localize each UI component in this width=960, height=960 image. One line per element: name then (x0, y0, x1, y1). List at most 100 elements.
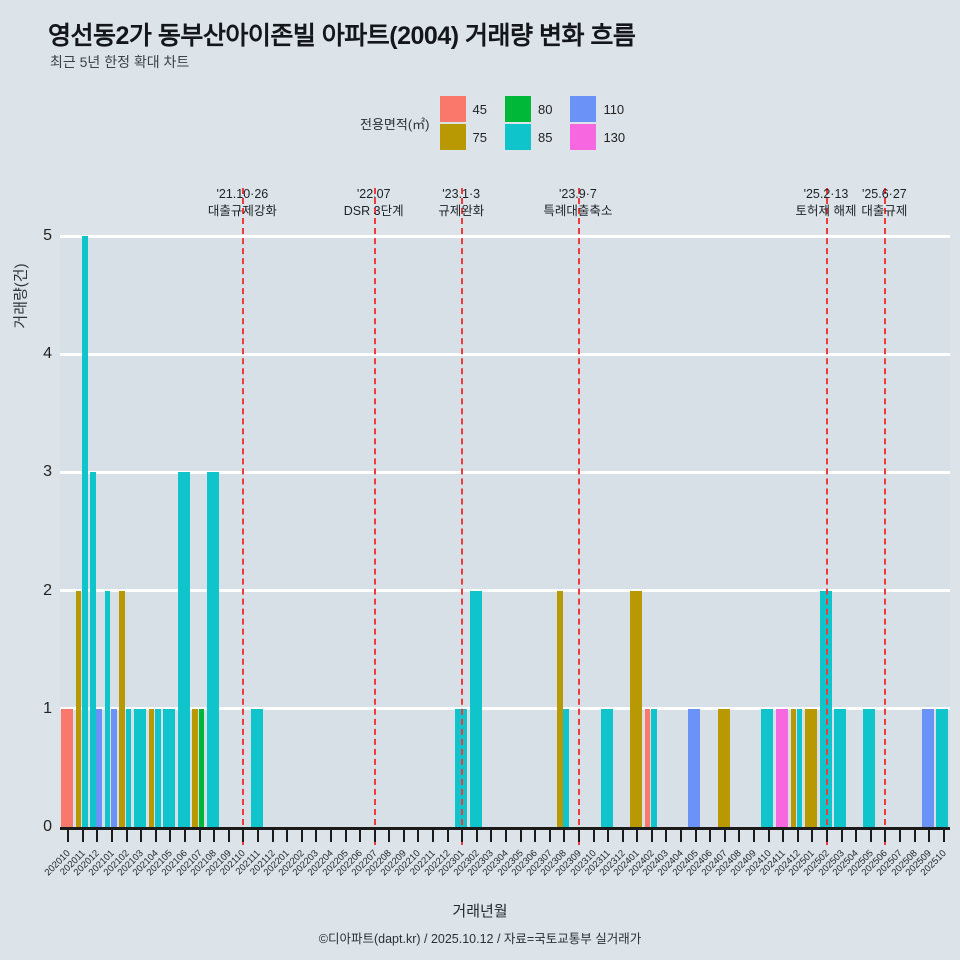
x-tick-202107 (198, 830, 201, 842)
bar-202102-75[interactable] (119, 590, 126, 827)
bar-202011-75[interactable] (75, 590, 82, 827)
bar-202311-85[interactable] (600, 708, 613, 827)
x-tick-202312 (621, 830, 624, 842)
x-tick-202111 (256, 830, 259, 842)
bar-202301-85[interactable] (454, 708, 467, 827)
bar-202010-45[interactable] (61, 708, 73, 827)
bar-202411-130[interactable] (775, 708, 788, 827)
legend-item-75[interactable]: 75 (439, 124, 487, 150)
bar-202412-85[interactable] (796, 708, 803, 827)
x-tick-202011 (81, 830, 84, 842)
bar-202510-85[interactable] (936, 708, 949, 827)
bar-202402-85[interactable] (650, 708, 657, 827)
x-tick-202205 (344, 830, 347, 842)
bar-202407-75[interactable] (717, 708, 730, 827)
bar-202104-85[interactable] (154, 708, 161, 827)
legend-item-110[interactable]: 110 (570, 96, 625, 122)
x-tick-202012 (96, 830, 99, 842)
gridline-3 (60, 470, 950, 474)
x-tick-202401 (636, 830, 639, 842)
x-tick-202206 (359, 830, 362, 842)
bar-202102-85[interactable] (125, 708, 132, 827)
bar-202103-85[interactable] (133, 708, 146, 827)
legend-items: 45 80 110 75 85 130 (439, 96, 625, 150)
bar-202308-75[interactable] (557, 590, 563, 827)
x-tick-202504 (855, 830, 858, 842)
x-tick-202105 (169, 830, 172, 842)
bar-202012-85[interactable] (90, 472, 96, 827)
plot-area: 0 1 2 3 4 5 (43, 188, 950, 845)
x-tick-202211 (432, 830, 435, 842)
bar-202107-80[interactable] (198, 708, 205, 827)
x-tick-202405 (694, 830, 697, 842)
event-annotation-202502: '25.2·13 토허제 해제 (795, 186, 856, 220)
bar-202104-75[interactable] (148, 708, 155, 827)
bar-202107-75[interactable] (192, 708, 198, 827)
legend-label-45: 45 (472, 101, 487, 117)
x-tick-202208 (388, 830, 391, 842)
bar-202308-85[interactable] (563, 708, 570, 827)
bar-202502-85[interactable] (819, 590, 832, 827)
x-tick-202402 (650, 830, 653, 842)
legend-item-130[interactable]: 130 (570, 124, 625, 150)
legend-label-75: 75 (472, 129, 487, 145)
y-tick-label-0: 0 (43, 818, 52, 835)
bar-202108-85[interactable] (206, 472, 219, 827)
x-tick-202112 (271, 830, 274, 842)
event-label-202207: DSR 3단계 (343, 203, 404, 218)
bar-202302-85[interactable] (469, 590, 482, 827)
x-tick-202109 (227, 830, 230, 842)
event-line-202207 (373, 188, 376, 845)
bar-202509-110[interactable] (921, 708, 934, 827)
bar-202401-75[interactable] (630, 590, 642, 827)
bar-202011-85[interactable] (81, 236, 88, 827)
event-line-202301 (461, 188, 464, 845)
legend-swatch-110 (570, 96, 597, 122)
bar-202405-110[interactable] (688, 708, 701, 827)
bar-202410-85[interactable] (761, 708, 774, 827)
x-axis-line (60, 827, 950, 830)
event-label-202301: 규제완화 (438, 203, 485, 218)
event-date-202207: '22.07 (356, 187, 391, 201)
x-tick-202502 (825, 830, 828, 842)
bar-202101-85[interactable] (104, 590, 111, 827)
gridline-1 (60, 707, 950, 711)
x-tick-202210 (417, 830, 420, 842)
legend-title: 전용면적(㎡) (360, 116, 430, 132)
y-tick-label-4: 4 (43, 345, 52, 363)
x-tick-202106 (184, 830, 187, 842)
bar-202505-85[interactable] (863, 708, 876, 827)
x-tick-202306 (534, 830, 537, 842)
bar-202101-110[interactable] (111, 708, 117, 827)
bar-202111-85[interactable] (250, 708, 263, 827)
bar-202402-45[interactable] (644, 708, 651, 827)
bar-202106-85[interactable] (177, 472, 190, 827)
x-tick-202510 (942, 830, 945, 842)
bar-202412-75[interactable] (790, 708, 797, 827)
bar-202105-85[interactable] (163, 708, 176, 827)
bar-202503-85[interactable] (834, 708, 847, 827)
x-tick-202104 (154, 830, 157, 842)
y-tick-label-1: 1 (43, 699, 52, 717)
x-tick-202410 (767, 830, 770, 842)
x-tick-202408 (738, 830, 741, 842)
x-tick-202311 (607, 830, 610, 842)
x-tick-202303 (490, 830, 493, 842)
legend-item-80[interactable]: 80 (504, 96, 552, 122)
bar-202501-75[interactable] (805, 708, 818, 827)
event-label-202502: 토허제 해제 (795, 203, 857, 218)
legend-item-45[interactable]: 45 (439, 96, 487, 122)
gridline-2 (60, 589, 950, 593)
footer-credit: ©디아파트(dapt.kr) / 2025.10.12 / 자료=국토교통부 실… (318, 932, 642, 946)
x-tick-202506 (884, 830, 887, 842)
y-axis-title: 거래량(건) (12, 263, 30, 329)
x-tick-202406 (709, 830, 712, 842)
legend-item-85[interactable]: 85 (504, 124, 552, 150)
x-tick-202507 (898, 830, 901, 842)
x-tick-202309 (577, 830, 580, 842)
bar-202012-110[interactable] (96, 708, 103, 827)
event-annotation-202309: '23.9·7 특례대출축소 (543, 186, 612, 220)
x-tick-202411 (782, 830, 785, 842)
event-date-202301: '23.1·3 (442, 187, 481, 201)
